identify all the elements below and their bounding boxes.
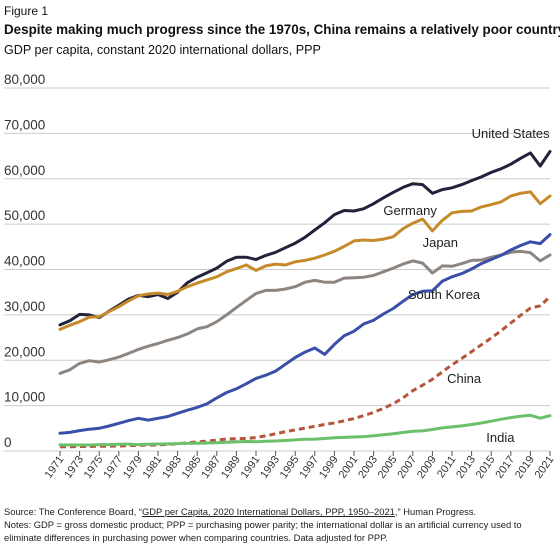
y-tick-label: 60,000 <box>4 163 45 178</box>
x-tick-label: 2013 <box>454 454 478 481</box>
x-tick-label: 2009 <box>415 454 439 481</box>
y-tick-label: 50,000 <box>4 208 45 223</box>
x-tick-label: 2019 <box>513 454 537 481</box>
line-chart: 0 10,000 20,000 30,000 40,000 50,000 60,000 70,… <box>4 72 557 481</box>
series-line-germany <box>58 190 552 331</box>
series-line-japan <box>58 249 552 375</box>
x-tick-label: 1989 <box>219 454 243 481</box>
series-label-india: India <box>486 430 515 445</box>
x-tick-label: 2017 <box>493 454 517 481</box>
series-label-germany: Germany <box>383 203 437 218</box>
y-tick-label: 40,000 <box>4 254 45 269</box>
x-tick-label: 2005 <box>376 454 400 481</box>
x-tick-label: 1983 <box>160 454 184 481</box>
source-suffix: ,” Human Progress. <box>394 506 477 517</box>
source-notes: Source: The Conference Board, “GDP per C… <box>4 505 556 544</box>
chart-subtitle: GDP per capita, constant 2020 internatio… <box>4 43 321 57</box>
x-tick-label: 1999 <box>317 454 341 481</box>
y-tick-label: 70,000 <box>4 117 45 132</box>
x-tick-label: 1981 <box>141 454 165 481</box>
x-tick-label: 1987 <box>199 454 223 481</box>
y-tick-label: 10,000 <box>4 390 45 405</box>
x-tick-label: 1979 <box>121 454 145 481</box>
source-prefix: Source: The Conference Board, “ <box>4 506 142 517</box>
x-tick-label: 2007 <box>395 454 419 481</box>
series-line-south-korea <box>58 233 552 435</box>
x-tick-label: 2021 <box>533 454 557 481</box>
series-lines <box>58 150 552 449</box>
y-tick-label: 20,000 <box>4 344 45 359</box>
x-tick-label: 1977 <box>101 454 125 481</box>
y-axis-ticks: 0 10,000 20,000 30,000 40,000 50,000 60,000 70,… <box>4 72 45 450</box>
y-tick-label: 30,000 <box>4 299 45 314</box>
source-link[interactable]: GDP per Capita, 2020 International Dolla… <box>141 506 395 517</box>
x-tick-label: 2003 <box>356 454 380 481</box>
series-label-china: China <box>447 371 482 386</box>
series-label-japan: Japan <box>423 235 458 250</box>
source-line: Source: The Conference Board, “GDP per C… <box>4 505 556 518</box>
x-tick-label: 1993 <box>258 454 282 481</box>
x-tick-label: 1971 <box>43 454 67 481</box>
x-tick-label: 1991 <box>239 454 263 481</box>
chart-title: Despite making much progress since the 1… <box>4 22 560 37</box>
series-line-india <box>58 413 552 447</box>
y-tick-label: 80,000 <box>4 72 45 87</box>
x-tick-label: 2011 <box>435 454 458 480</box>
x-tick-label: 1975 <box>82 454 106 481</box>
notes-line: Notes: GDP = gross domestic product; PPP… <box>4 519 522 543</box>
x-tick-label: 1997 <box>297 454 321 481</box>
gridlines <box>4 87 550 452</box>
x-tick-label: 1985 <box>180 454 204 481</box>
series-label-south-korea: South Korea <box>408 287 481 302</box>
series-labels: United States Germany Japan South Korea Chin… <box>383 126 550 445</box>
x-tick-label: 1995 <box>278 454 302 481</box>
x-tick-label: 1973 <box>62 454 86 481</box>
y-tick-label: 0 <box>4 435 12 450</box>
figure-label: Figure 1 <box>4 4 49 18</box>
x-tick-label: 2001 <box>337 454 361 481</box>
series-label-united-states: United States <box>472 126 551 141</box>
x-axis-ticks: 1971197319751977197919811983198519871989… <box>43 451 557 481</box>
x-tick-label: 2015 <box>474 454 498 481</box>
